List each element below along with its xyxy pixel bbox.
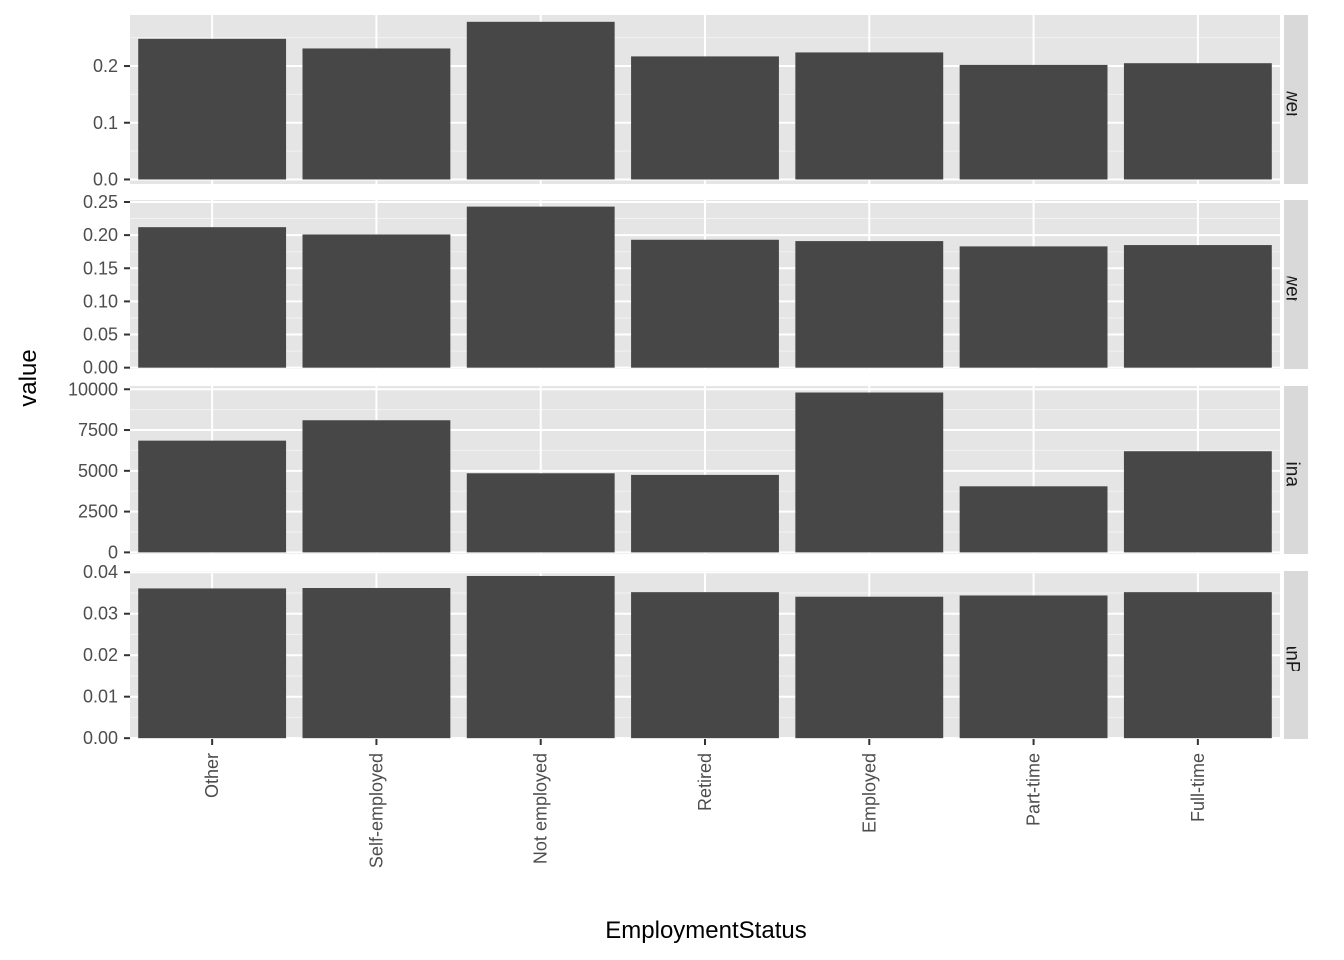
y-tick-label: 0.2 bbox=[93, 56, 118, 76]
facet-panel: 0.0 0.1 0.2 BorrowerAPR bbox=[93, 15, 1308, 189]
y-tick-label: 0.04 bbox=[83, 562, 118, 582]
y-tick-label: 0.03 bbox=[83, 604, 118, 624]
y-tick-label: 0.1 bbox=[93, 113, 118, 133]
facet-strip-label: BorrowerAPR bbox=[1282, 41, 1303, 157]
bar bbox=[795, 596, 944, 739]
bar bbox=[631, 592, 779, 739]
y-tick-label: 0.02 bbox=[83, 645, 118, 665]
bar bbox=[1123, 245, 1272, 368]
facet-strip-label: LoanOriginalAmount bbox=[1282, 383, 1303, 557]
bar bbox=[1123, 592, 1272, 739]
bar bbox=[631, 239, 779, 368]
bar bbox=[795, 241, 944, 368]
bar bbox=[466, 473, 615, 553]
y-axis-title: value bbox=[15, 349, 42, 406]
bar bbox=[138, 227, 287, 368]
x-tick-label: Other bbox=[202, 753, 222, 798]
bar bbox=[959, 486, 1108, 553]
bar bbox=[959, 64, 1108, 180]
facet-strip bbox=[1284, 15, 1308, 184]
bar bbox=[138, 440, 287, 553]
bar bbox=[631, 474, 779, 553]
y-tick-label: 0.20 bbox=[83, 225, 118, 245]
bar bbox=[138, 38, 287, 180]
bar bbox=[302, 420, 451, 553]
bar bbox=[795, 52, 944, 180]
bar bbox=[959, 595, 1108, 739]
y-tick-label: 0.0 bbox=[93, 169, 118, 189]
x-tick-label: Employed bbox=[859, 753, 879, 833]
y-tick-label: 2500 bbox=[78, 502, 118, 522]
x-tick-label: Part-time bbox=[1024, 753, 1044, 826]
facet-panel: 0 2500 5000 7500 10000 LoanOriginalAmount bbox=[68, 379, 1308, 562]
bar bbox=[1123, 451, 1272, 553]
facet-strip bbox=[1284, 571, 1308, 739]
y-tick-label: 0.10 bbox=[83, 291, 118, 311]
y-tick-label: 0.05 bbox=[83, 325, 118, 345]
bar bbox=[138, 588, 287, 739]
x-axis: Other Self-employed Not employed Retired Emp… bbox=[202, 739, 1208, 868]
x-axis-title: EmploymentStatus bbox=[605, 917, 806, 944]
x-tick-label: Self-employed bbox=[366, 753, 386, 868]
panels: 0.0 0.1 0.2 BorrowerAPR 0.00 0.05 0.10 0.15 0.20… bbox=[68, 15, 1308, 758]
facet-panel: 0.00 0.05 0.10 0.15 0.20 0.25 BorrowerRate bbox=[83, 192, 1308, 378]
bar bbox=[302, 234, 451, 368]
bar bbox=[302, 48, 451, 180]
bar bbox=[466, 21, 615, 180]
bar bbox=[302, 588, 451, 739]
bar bbox=[631, 56, 779, 180]
y-tick-label: 0.00 bbox=[83, 728, 118, 748]
y-tick-label: 0.15 bbox=[83, 258, 118, 278]
y-tick-label: 10000 bbox=[68, 379, 118, 399]
x-tick-label: Retired bbox=[695, 753, 715, 811]
y-tick-label: 0 bbox=[108, 542, 118, 562]
y-tick-label: 5000 bbox=[78, 461, 118, 481]
x-tick-label: Not employed bbox=[531, 753, 551, 864]
y-tick-label: 7500 bbox=[78, 420, 118, 440]
bar bbox=[466, 206, 615, 368]
facet-strip bbox=[1284, 386, 1308, 554]
y-tick-label: 0.25 bbox=[83, 192, 118, 212]
facet-panel: 0.00 0.01 0.02 0.03 0.04 MonthlyLoanPercentag… bbox=[83, 552, 1308, 758]
facet-strip-label: MonthlyLoanPercentage bbox=[1282, 552, 1303, 758]
bar bbox=[466, 575, 615, 739]
y-tick-label: 0.00 bbox=[83, 358, 118, 378]
bar bbox=[1123, 63, 1272, 180]
x-tick-label: Full-time bbox=[1188, 753, 1208, 822]
facet-strip-label: BorrowerRate bbox=[1282, 226, 1303, 343]
bar bbox=[795, 392, 944, 553]
facet-strip bbox=[1284, 200, 1308, 369]
bar bbox=[959, 246, 1108, 368]
y-tick-label: 0.01 bbox=[83, 687, 118, 707]
